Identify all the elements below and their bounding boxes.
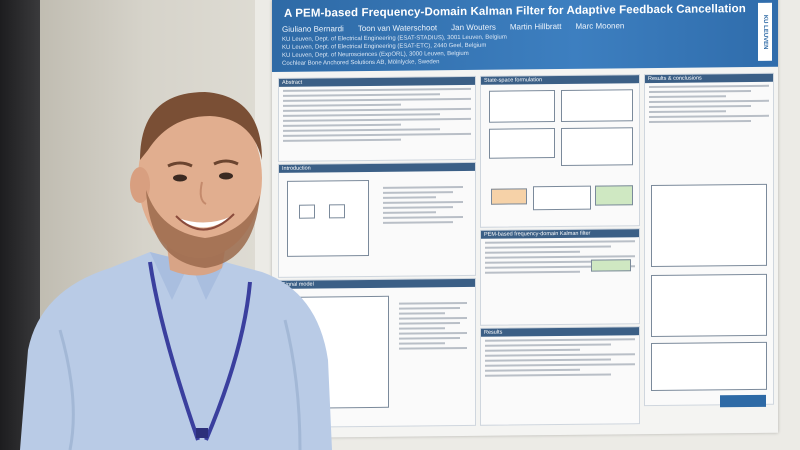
smile bbox=[175, 213, 235, 231]
beard bbox=[146, 190, 260, 268]
eyebrow bbox=[167, 161, 193, 168]
eyebrow bbox=[213, 159, 239, 166]
eye-right bbox=[219, 172, 233, 180]
lanyard-clip bbox=[196, 428, 208, 438]
lanyard-right bbox=[204, 281, 252, 441]
shirt bbox=[20, 252, 332, 450]
smile-teeth bbox=[178, 216, 232, 228]
eye-left bbox=[173, 174, 187, 182]
hair bbox=[140, 92, 262, 160]
ear bbox=[130, 167, 150, 203]
shirt-fold bbox=[283, 319, 302, 450]
shirt-fold bbox=[58, 329, 75, 450]
nose bbox=[199, 181, 207, 205]
lanyard-left bbox=[148, 261, 200, 441]
